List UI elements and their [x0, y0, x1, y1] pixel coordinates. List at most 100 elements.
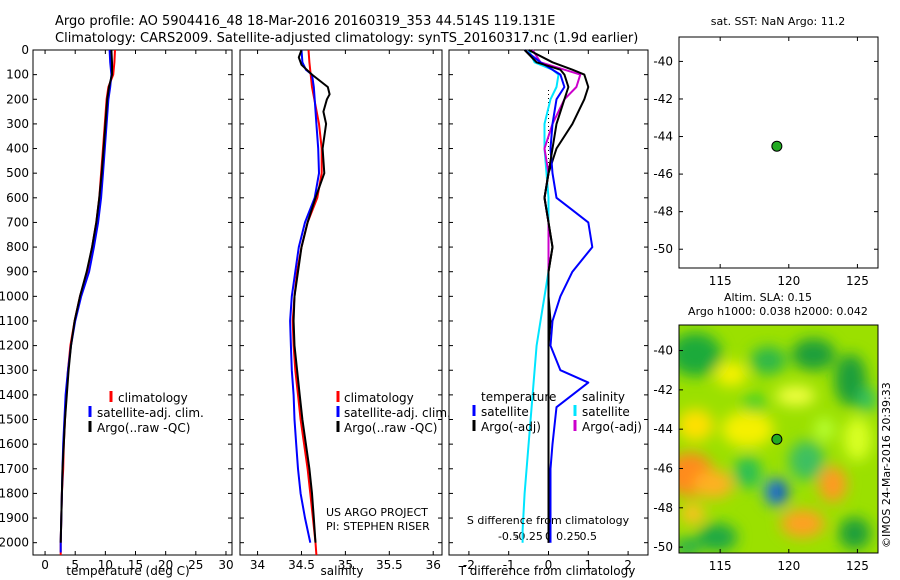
x-tick-label: 0 [545, 558, 553, 572]
x-tick-label: 10 [98, 558, 113, 572]
y-tick-label: -44 [653, 422, 673, 436]
x-tick-label: 36 [426, 558, 441, 572]
y-tick-label: -46 [653, 461, 673, 475]
sla-blob [818, 466, 847, 503]
difference-xlabel-s: S difference from climatology [467, 514, 630, 527]
y-tick-label: -40 [653, 344, 673, 358]
y-tick-label: 1800 [0, 486, 29, 500]
y-tick-label: 1100 [0, 314, 29, 328]
sla-blob [788, 440, 825, 481]
x-tick-label: 30 [218, 558, 233, 572]
legend-t-satellite: satellite [481, 405, 529, 419]
x-tick-label: 125 [846, 274, 869, 288]
project-annotation-2: PI: STEPHEN RISER [326, 520, 430, 533]
difference-legend: temperature salinity satellite Argo(-adj… [481, 390, 642, 434]
sla-blob [857, 387, 878, 412]
temperature-xlabel: temperature (deg C) [66, 564, 189, 578]
x-tick-label: 125 [846, 559, 869, 573]
sla-blob [834, 354, 867, 407]
temperature-legend: climatology satellite-adj. clim. Argo(..… [97, 391, 204, 435]
x-tick-label: 115 [709, 274, 732, 288]
legend-argo: Argo(..raw -QC) [344, 421, 437, 435]
x-tick-label: 34 [250, 558, 265, 572]
y-tick-label: 500 [6, 166, 29, 180]
axes-frame [678, 36, 879, 269]
y-tick-label: 0 [21, 43, 29, 57]
legend-satellite-adj: satellite-adj. clim. [344, 406, 451, 420]
sla-blob [680, 503, 705, 524]
y-tick-label: 1900 [0, 511, 29, 525]
sla-blob [772, 484, 787, 501]
sla-blob [742, 395, 767, 412]
legend-argo: Argo(..raw -QC) [97, 421, 190, 435]
altimetry-title: Altim. SLA: 0.15 [724, 291, 812, 304]
x-tick-label: 35 [338, 558, 353, 572]
argo-position-marker [771, 140, 783, 152]
series-line-1 [523, 49, 570, 543]
x-tick-label: -1 [503, 558, 515, 572]
legend-temperature-title: temperature [481, 390, 556, 404]
legend-climatology: climatology [344, 391, 414, 405]
altimetry-panel: 115 120 125 -40 -42 -44 -46 -48 -50 [653, 324, 879, 573]
altimetry-subtitle: Argo h1000: 0.038 h2000: 0.042 [688, 305, 868, 318]
sla-blob [697, 523, 738, 552]
sla-blob [721, 411, 774, 448]
axes-frame [239, 49, 443, 556]
series-line-4 [528, 49, 590, 543]
x-tick-label: 25 [188, 558, 203, 572]
credit-label: ©IMOS 24-Mar-2016 20:39:33 [880, 382, 893, 548]
y-tick-label: 100 [6, 68, 29, 82]
difference-panel: -2 -1 0 1 2-0.5-0.25 0 0.250.5 [448, 49, 649, 572]
y-tick-label: 1300 [0, 363, 29, 377]
axes-frame [32, 49, 233, 556]
y-tick-label: 1000 [0, 289, 29, 303]
x-tick-label: 35.5 [376, 558, 403, 572]
sla-blob [679, 537, 702, 553]
legend-satellite-adj: satellite-adj. clim. [97, 406, 204, 420]
y-tick-label: 700 [6, 215, 29, 229]
x-tick-label: 115 [709, 559, 732, 573]
x-tick-label: -2 [463, 558, 475, 572]
sla-blob [814, 417, 835, 442]
salinity-xlabel: salinity [320, 564, 363, 578]
header-line-1: Argo profile: AO 5904416_48 18-Mar-2016 … [55, 14, 555, 29]
y-tick-label: -40 [653, 54, 673, 68]
y-tick-label: 2000 [0, 536, 29, 550]
location-title: sat. SST: NaN Argo: 11.2 [711, 15, 845, 28]
x-tick-label: 34.5 [288, 558, 315, 572]
difference-xlabel: T difference from climatology [458, 564, 636, 578]
legend-salinity-title: salinity [582, 390, 625, 404]
y-tick-label: 300 [6, 117, 29, 131]
legend-s-satellite: satellite [582, 405, 630, 419]
argo-position-marker [771, 433, 783, 445]
temperature-panel: 0 5 10 15 20 25 300100200300400500600700800900… [0, 43, 234, 572]
sla-blob [750, 346, 787, 375]
s-tick-label: -0.25 [514, 530, 542, 543]
y-tick-label: 800 [6, 240, 29, 254]
s-tick-label: 0.25 [556, 530, 581, 543]
sla-blob [679, 332, 722, 377]
sla-blob [838, 517, 871, 550]
sla-blob [843, 417, 872, 461]
header-line-2: Climatology: CARS2009. Satellite-adjuste… [55, 31, 638, 46]
y-tick-label: 400 [6, 142, 29, 156]
project-annotation-1: US ARGO PROJECT [326, 506, 428, 519]
x-tick-label: 15 [128, 558, 143, 572]
x-tick-label: 20 [158, 558, 173, 572]
x-tick-label: 2 [624, 558, 632, 572]
legend-s-argo: Argo(-adj) [582, 420, 642, 434]
y-tick-label: -48 [653, 501, 673, 515]
sla-blob [693, 470, 734, 499]
y-tick-label: 1500 [0, 413, 29, 427]
location-panel: 115 120 125 -40 -42 -44 -46 -48 -50 [653, 36, 879, 288]
series-line-2 [59, 49, 113, 543]
y-tick-label: -44 [653, 130, 673, 144]
axes-frame [678, 324, 879, 554]
series-line-0 [523, 49, 594, 543]
sla-blob [733, 456, 762, 489]
x-tick-label: 120 [777, 559, 800, 573]
x-tick-label: 120 [777, 274, 800, 288]
salinity-panel: 34 34.5 35 35.5 36 [239, 49, 443, 572]
series-line-1 [289, 49, 320, 543]
legend-t-argo: Argo(-adj) [481, 420, 541, 434]
